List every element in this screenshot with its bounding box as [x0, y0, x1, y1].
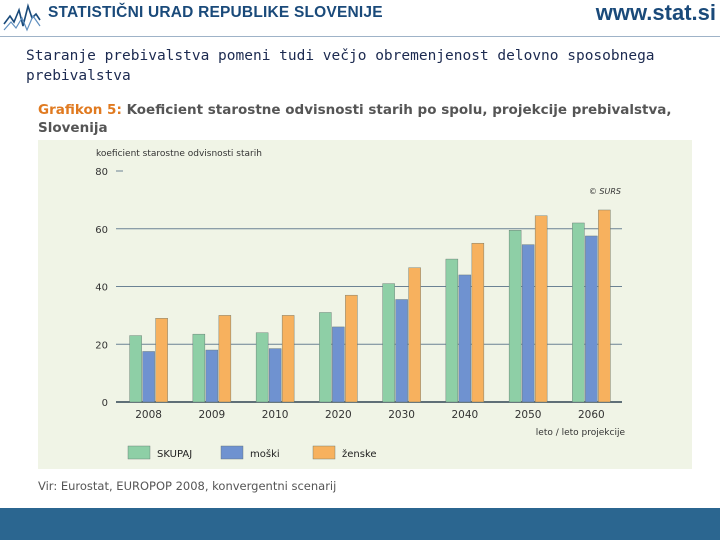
- bar[interactable]: [598, 209, 611, 403]
- y-tick-label: 0: [102, 398, 108, 409]
- legend-swatch: [127, 445, 151, 460]
- bar[interactable]: [255, 332, 269, 403]
- bar[interactable]: [585, 235, 598, 403]
- bar[interactable]: [572, 222, 585, 403]
- bar[interactable]: [218, 315, 232, 403]
- organization-name: STATISTIČNI URAD REPUBLIKE SLOVENIJE: [48, 4, 383, 21]
- bar[interactable]: [332, 326, 345, 403]
- bar[interactable]: [471, 242, 485, 403]
- copyright-label: © SURS: [589, 187, 621, 196]
- bar[interactable]: [129, 335, 142, 403]
- surs-logo-icon[interactable]: [2, 2, 42, 34]
- bar[interactable]: [395, 299, 408, 403]
- x-tick-label: 2060: [578, 409, 605, 421]
- header-divider: [0, 36, 720, 37]
- bar[interactable]: [319, 312, 332, 403]
- bar[interactable]: [268, 348, 282, 403]
- website-link[interactable]: www.stat.si: [595, 0, 716, 25]
- y-tick-label: 40: [95, 283, 108, 294]
- x-tick-label: 2040: [452, 409, 479, 421]
- x-tick-label: 2020: [325, 409, 352, 421]
- footer-bar: [0, 508, 720, 540]
- chart-heading: Grafikon 5: Koeficient starostne odvisno…: [38, 101, 698, 137]
- legend-swatch: [312, 445, 336, 460]
- legend-label: moški: [250, 448, 280, 460]
- bar[interactable]: [205, 349, 219, 403]
- x-tick-label: 2008: [135, 409, 162, 421]
- slide-title: Staranje prebivalstva pomeni tudi večjo …: [26, 48, 655, 84]
- source-note: Vir: Eurostat, EUROPOP 2008, konvergentn…: [38, 479, 337, 493]
- bar[interactable]: [508, 229, 522, 403]
- bar[interactable]: [281, 315, 295, 403]
- chart-heading-number: Grafikon 5:: [38, 102, 122, 118]
- y-tick-label: 80: [95, 167, 108, 178]
- bar[interactable]: [521, 244, 535, 403]
- bar[interactable]: [192, 333, 206, 403]
- bar[interactable]: [155, 318, 168, 403]
- legend-swatch: [220, 445, 244, 460]
- bar-chart: koeficient starostne odvisnosti starih ©…: [95, 149, 626, 460]
- y-tick-label: 20: [95, 340, 108, 351]
- bar[interactable]: [345, 294, 358, 403]
- y-axis-label: koeficient starostne odvisnosti starih: [96, 149, 262, 159]
- bar[interactable]: [534, 215, 548, 403]
- x-tick-label: 2050: [515, 409, 542, 421]
- bar[interactable]: [382, 283, 395, 403]
- bar[interactable]: [142, 351, 155, 403]
- x-tick-label: 2010: [262, 409, 289, 421]
- header: STATISTIČNI URAD REPUBLIKE SLOVENIJE www…: [0, 0, 720, 36]
- y-tick-label: 60: [95, 225, 108, 236]
- chart-heading-text: Koeficient starostne odvisnosti starih p…: [38, 102, 672, 136]
- x-axis-label: leto / leto projekcije: [536, 428, 626, 438]
- x-tick-label: 2009: [199, 409, 226, 421]
- bar[interactable]: [408, 267, 421, 403]
- x-tick-label: 2030: [388, 409, 415, 421]
- bar[interactable]: [445, 258, 459, 403]
- legend-label: SKUPAJ: [157, 449, 192, 460]
- legend-label: ženske: [342, 448, 377, 460]
- bar[interactable]: [458, 274, 472, 403]
- chart-area: koeficient starostne odvisnosti starih ©…: [38, 140, 692, 469]
